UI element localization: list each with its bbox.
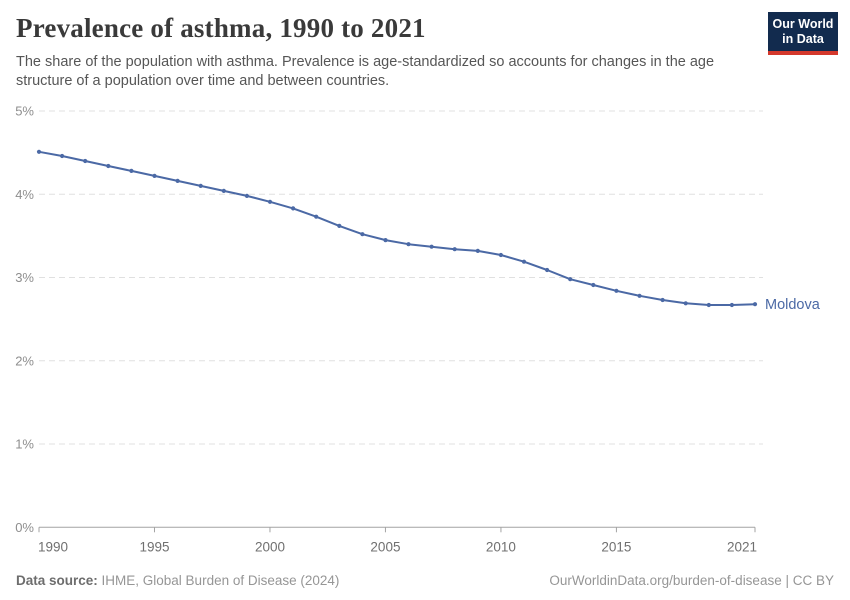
data-point[interactable] xyxy=(614,288,619,293)
data-point[interactable] xyxy=(175,178,180,183)
data-point[interactable] xyxy=(244,193,249,198)
x-axis-tick-label: 2005 xyxy=(370,539,400,554)
owid-url-link[interactable]: OurWorldinData.org/burden-of-disease xyxy=(549,573,782,588)
x-axis-tick-label: 2015 xyxy=(601,539,631,554)
x-axis-tick-label: 2000 xyxy=(255,539,285,554)
data-point[interactable] xyxy=(452,247,457,252)
data-point[interactable] xyxy=(683,301,688,306)
data-point[interactable] xyxy=(129,168,134,173)
data-point[interactable] xyxy=(267,199,273,204)
data-source-note: Data source: IHME, Global Burden of Dise… xyxy=(16,573,339,588)
license-label: CC BY xyxy=(792,573,834,588)
data-point[interactable] xyxy=(291,206,296,211)
y-axis-tick-label: 4% xyxy=(15,187,34,202)
data-source-label: Data source: xyxy=(16,573,98,588)
data-point[interactable] xyxy=(498,252,503,258)
y-axis-tick-label: 2% xyxy=(15,353,34,368)
data-point[interactable] xyxy=(314,214,319,219)
chart-subtitle: The share of the population with asthma.… xyxy=(16,53,715,89)
data-point[interactable] xyxy=(221,188,226,193)
x-axis-tick-label: 2021 xyxy=(727,539,757,554)
data-point[interactable] xyxy=(429,244,434,249)
data-line-moldova[interactable] xyxy=(38,150,756,306)
data-point[interactable] xyxy=(152,173,157,178)
x-axis-tick-label: 1995 xyxy=(139,539,169,554)
data-point[interactable] xyxy=(568,277,573,282)
data-point[interactable] xyxy=(383,238,388,243)
y-axis-tick-label: 5% xyxy=(15,104,34,119)
data-point[interactable] xyxy=(360,232,365,237)
y-axis-tick-label: 3% xyxy=(15,270,34,285)
data-point[interactable] xyxy=(752,302,758,307)
data-point[interactable] xyxy=(106,163,111,169)
data-point[interactable] xyxy=(706,302,711,308)
entity-label-moldova[interactable]: Moldova xyxy=(765,297,821,313)
data-point[interactable] xyxy=(83,158,88,164)
data-point[interactable] xyxy=(660,297,665,303)
data-point[interactable] xyxy=(545,267,550,273)
data-point[interactable] xyxy=(475,248,480,253)
owid-logo[interactable]: Our World in Data xyxy=(768,12,838,55)
x-axis-tick-label: 2010 xyxy=(486,539,516,554)
data-point[interactable] xyxy=(729,302,735,308)
data-point[interactable] xyxy=(406,242,411,247)
footer-separator: | xyxy=(781,573,793,588)
data-source-value: IHME, Global Burden of Disease (2024) xyxy=(97,573,340,588)
y-axis-tick-label: 0% xyxy=(15,520,34,535)
data-point[interactable] xyxy=(591,282,596,288)
data-point[interactable] xyxy=(36,149,42,154)
data-point[interactable] xyxy=(60,153,65,159)
data-point[interactable] xyxy=(521,259,527,264)
data-point[interactable] xyxy=(637,293,642,298)
owid-logo-line1: Our World xyxy=(772,17,834,31)
footer-attribution: OurWorldinData.org/burden-of-disease | C… xyxy=(549,573,834,588)
owid-logo-line2: in Data xyxy=(782,31,824,46)
data-point[interactable] xyxy=(198,183,203,188)
chart-header: Prevalence of asthma, 1990 to 2021 The s… xyxy=(16,13,750,91)
x-axis-tick-label: 1990 xyxy=(38,539,68,554)
y-axis-tick-label: 1% xyxy=(15,437,34,452)
chart-title: Prevalence of asthma, 1990 to 2021 xyxy=(16,13,426,43)
data-point[interactable] xyxy=(337,223,342,228)
